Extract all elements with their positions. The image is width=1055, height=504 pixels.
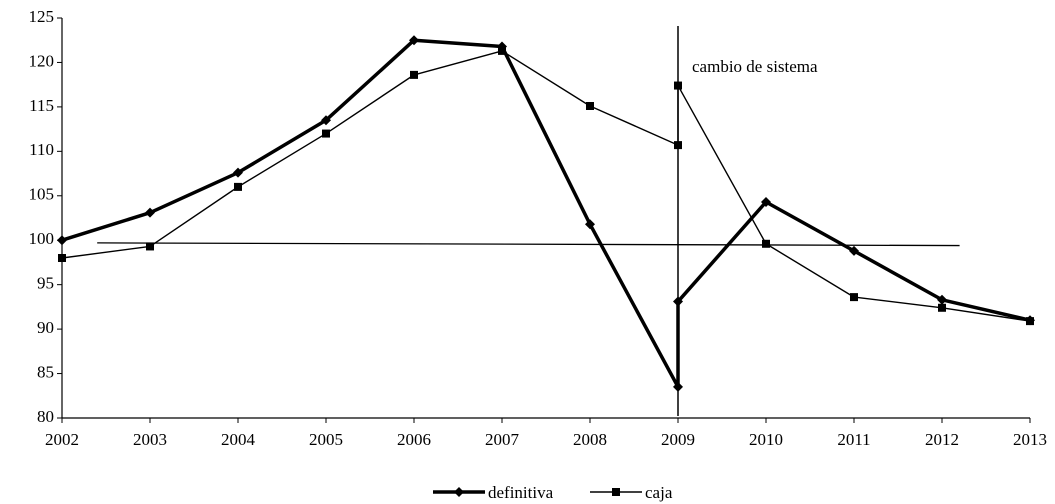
marker-square xyxy=(234,182,242,191)
x-tick-label: 2006 xyxy=(397,430,431,449)
x-tick-label: 2002 xyxy=(45,430,79,449)
y-tick-label: 80 xyxy=(37,407,54,426)
marker-diamond xyxy=(454,487,464,497)
y-tick-label: 110 xyxy=(29,140,54,159)
marker-diamond xyxy=(321,115,331,126)
marker-diamond xyxy=(673,381,683,392)
y-tick-label: 125 xyxy=(29,7,55,26)
x-tick-label: 2005 xyxy=(309,430,343,449)
marker-square xyxy=(410,70,418,79)
x-tick-label: 2004 xyxy=(221,430,256,449)
marker-square xyxy=(586,102,594,110)
legend-label: caja xyxy=(645,483,673,502)
marker-square xyxy=(762,239,770,248)
marker-square xyxy=(322,129,330,138)
y-tick-label: 120 xyxy=(29,51,55,70)
marker-square xyxy=(1026,317,1034,326)
y-tick-label: 90 xyxy=(37,318,54,337)
y-tick-label: 100 xyxy=(29,229,55,248)
marker-diamond xyxy=(585,219,595,230)
x-tick-label: 2012 xyxy=(925,430,959,449)
marker-diamond xyxy=(849,245,859,256)
marker-square xyxy=(674,81,682,90)
marker-diamond xyxy=(57,235,67,246)
x-tick-label: 2009 xyxy=(661,430,695,449)
y-tick-label: 95 xyxy=(37,274,54,293)
marker-square xyxy=(938,303,946,312)
x-tick-label: 2003 xyxy=(133,430,167,449)
marker-square xyxy=(498,46,506,55)
y-tick-label: 85 xyxy=(37,362,54,381)
marker-diamond xyxy=(145,207,155,218)
marker-square xyxy=(674,141,682,150)
x-tick-label: 2013 xyxy=(1013,430,1047,449)
annotation-text: cambio de sistema xyxy=(692,57,818,76)
x-tick-label: 2010 xyxy=(749,430,783,449)
legend-label: definitiva xyxy=(488,483,554,502)
marker-square xyxy=(58,254,66,262)
x-tick-label: 2008 xyxy=(573,430,607,449)
marker-square xyxy=(850,293,858,302)
marker-square xyxy=(146,242,154,251)
marker-diamond xyxy=(233,167,243,178)
x-tick-label: 2011 xyxy=(837,430,870,449)
x-tick-label: 2007 xyxy=(485,430,520,449)
y-tick-label: 115 xyxy=(29,96,54,115)
marker-diamond xyxy=(409,35,419,46)
marker-diamond xyxy=(761,197,771,207)
marker-diamond xyxy=(937,294,947,305)
marker-square xyxy=(612,488,620,496)
trend-line xyxy=(97,242,960,247)
marker-diamond xyxy=(673,296,683,307)
y-tick-label: 105 xyxy=(29,185,55,204)
series-line xyxy=(61,38,1031,389)
